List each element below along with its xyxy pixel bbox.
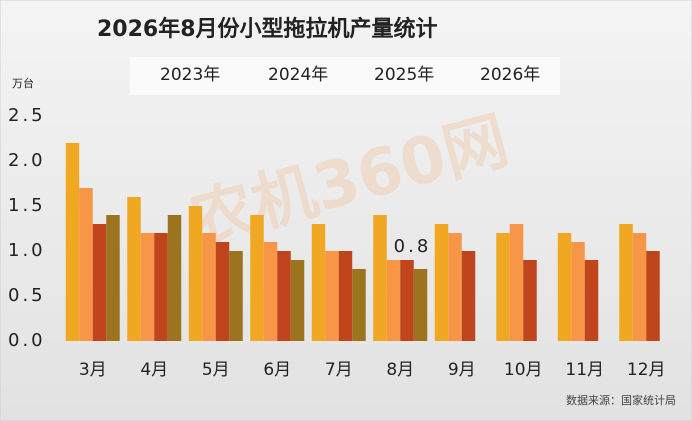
bar [154,233,168,341]
bar [646,251,660,341]
x-tick-label: 6月 [263,360,291,380]
bar [92,224,107,341]
bar [571,242,585,341]
x-tick-label: 7月 [325,360,353,380]
bar [373,215,387,341]
y-tick-label: 2.0 [8,150,46,171]
bar [140,233,155,341]
bar [496,233,510,341]
bar [311,224,326,341]
bar [106,215,120,341]
bar [386,260,401,341]
bar [290,260,305,341]
y-tick-label: 1.0 [8,240,46,261]
bar [509,224,524,341]
bar [250,215,264,341]
bar [202,233,216,341]
y-tick-label: 2.5 [8,105,46,126]
x-tick-label: 8月 [386,360,414,380]
bar [229,251,243,341]
bar [619,224,633,341]
data-label: 0.8 [394,236,432,257]
bar [65,143,80,341]
x-tick-label: 9月 [448,360,476,380]
bar [79,188,93,341]
y-tick-label: 1.5 [8,195,46,216]
x-tick-label: 11月 [565,360,604,380]
bar [263,242,278,341]
bar [338,251,353,341]
legend-entry: 2025年 [374,65,434,85]
source-note: 数据来源：国家统计局 [566,393,676,407]
bar [448,233,462,341]
bar [557,233,572,341]
bar [277,251,291,341]
bar [215,242,230,341]
x-tick-label: 10月 [504,360,543,380]
bar [400,260,414,341]
bar [352,269,366,341]
chart-title: 2026年8月份小型拖拉机产量统计 [97,16,438,42]
x-tick-label: 5月 [202,360,230,380]
bar [413,269,428,341]
bar [461,251,476,341]
legend-box [130,57,560,95]
legend-entry: 2024年 [268,65,328,85]
legend-entry: 2026年 [480,65,540,85]
x-tick-label: 12月 [627,360,666,380]
x-tick-label: 4月 [140,360,168,380]
bar [188,206,203,341]
bar [584,260,599,341]
bar [127,197,141,341]
legend-entry: 2023年 [160,65,220,85]
y-axis-label: 万台 [12,76,34,90]
bar [434,224,449,341]
bar [523,260,537,341]
y-tick-label: 0.5 [8,285,46,306]
y-tick-label: 0.0 [8,330,46,351]
x-tick-label: 3月 [79,360,107,380]
bar [632,233,647,341]
bar [325,251,339,341]
bar [167,215,182,341]
